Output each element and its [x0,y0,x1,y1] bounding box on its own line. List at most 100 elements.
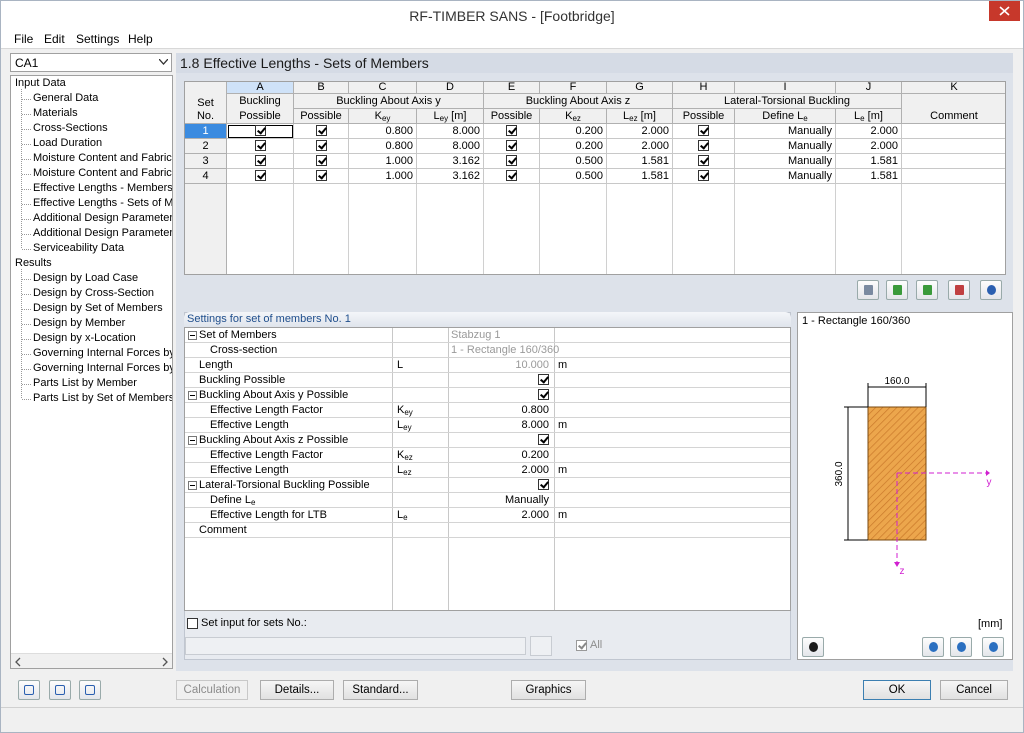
table-cell[interactable]: 8.000 [417,124,484,139]
table-cell[interactable] [673,169,735,184]
panel-button[interactable] [950,637,972,657]
checkbox[interactable] [506,155,517,166]
table-cell[interactable] [673,154,735,169]
menu-item[interactable]: Edit [44,32,65,46]
table-cell[interactable]: 0.800 [349,139,417,154]
property-row[interactable]: Lateral-Torsional Buckling Possible [185,478,790,493]
toolbar-button[interactable] [886,280,908,300]
expander[interactable] [188,331,197,340]
checkbox[interactable] [698,155,709,166]
column-letter[interactable]: J [836,82,902,94]
table-cell[interactable]: Manually [735,154,836,169]
checkbox[interactable] [254,170,266,181]
property-row[interactable]: Define Le Manually [185,493,790,508]
checkbox[interactable] [698,170,709,181]
column-letter[interactable]: A [227,82,294,94]
table-cell[interactable] [294,169,349,184]
tree-item[interactable]: Effective Lengths - Sets of Mer [33,197,173,209]
property-row[interactable]: Buckling About Axis y Possible [185,388,790,403]
tree-item[interactable]: Design by x-Location [33,332,136,344]
checkbox[interactable] [506,170,517,181]
property-row[interactable]: Effective Length Lez 2.000 m [185,463,790,478]
menu-item[interactable]: Settings [76,32,120,46]
expander[interactable] [188,436,197,445]
set-number[interactable]: 3 [185,154,227,169]
h-scrollbar[interactable] [11,653,172,668]
select-button[interactable] [530,636,552,656]
table-cell[interactable] [484,124,540,139]
table-cell[interactable] [484,169,540,184]
checkbox[interactable] [315,125,327,136]
menu-item[interactable]: Help [128,32,153,46]
table-cell[interactable]: 1.000 [349,154,417,169]
table-cell[interactable]: Manually [735,169,836,184]
table-cell[interactable]: 2.000 [836,139,902,154]
table-cell[interactable]: 1.581 [836,154,902,169]
checkbox[interactable] [698,125,709,136]
table-cell[interactable]: 2.000 [607,139,673,154]
tree-item[interactable]: Design by Member [33,317,126,329]
table-cell[interactable]: 1.581 [836,169,902,184]
tree-item[interactable]: Load Duration [33,137,103,149]
column-letter[interactable]: G [607,82,673,94]
property-row[interactable]: Set of Members Stabzug 1 [185,328,790,343]
toolbar-button[interactable] [948,280,970,300]
checkbox[interactable] [315,155,327,166]
checkbox[interactable] [538,479,549,490]
checkbox[interactable] [538,434,549,445]
set-number[interactable]: 1 [185,124,227,139]
tree-item[interactable]: Governing Internal Forces by M [33,347,173,359]
column-letter[interactable]: E [484,82,540,94]
button-cancel[interactable]: Cancel [940,680,1008,700]
panel-button[interactable] [922,637,944,657]
column-letter[interactable]: D [417,82,484,94]
table-cell[interactable]: 2.000 [836,124,902,139]
table-cell[interactable]: 0.500 [540,154,607,169]
checkbox[interactable] [254,155,266,166]
tree-item[interactable]: Additional Design Parameters - [33,227,173,239]
tree-item[interactable]: Parts List by Member [33,377,137,389]
table-cell[interactable] [227,154,294,169]
tree-item[interactable]: Design by Cross-Section [33,287,155,299]
checkbox[interactable] [506,125,517,136]
set-number[interactable]: 2 [185,139,227,154]
property-row[interactable]: Effective Length Factor Kez 0.200 [185,448,790,463]
checkbox[interactable] [315,140,327,151]
tree-group[interactable]: Input Data [15,77,66,89]
expander[interactable] [188,481,197,490]
checkbox[interactable] [538,374,549,385]
table-cell[interactable] [902,154,1005,169]
property-row[interactable]: Effective Length for LTB Le 2.000 m [185,508,790,523]
table-cell[interactable] [294,124,349,139]
tree-item[interactable]: Effective Lengths - Members [33,182,173,194]
checkbox[interactable] [315,170,327,181]
table-cell[interactable] [294,139,349,154]
table-cell[interactable]: 2.000 [607,124,673,139]
table-cell[interactable]: Manually [735,139,836,154]
toolbar-button[interactable] [857,280,879,300]
footer-icon-button[interactable] [49,680,71,700]
checkbox[interactable] [576,640,587,651]
footer-icon-button[interactable] [18,680,40,700]
table-cell[interactable]: 3.162 [417,169,484,184]
panel-button[interactable] [802,637,824,657]
column-letter[interactable]: B [294,82,349,94]
table-cell[interactable]: Manually [735,124,836,139]
column-letter[interactable]: K [902,82,1005,94]
checkbox[interactable] [698,140,709,151]
checkbox[interactable] [254,125,266,136]
table-cell[interactable]: 1.581 [607,169,673,184]
table-cell[interactable]: 0.800 [349,124,417,139]
checkbox[interactable] [187,618,198,629]
close-button[interactable] [989,1,1020,21]
table-cell[interactable] [227,139,294,154]
tree-item[interactable]: Parts List by Set of Members [33,392,173,404]
tree-item[interactable]: Cross-Sections [33,122,108,134]
tree-item[interactable]: Design by Set of Members [33,302,163,314]
table-cell[interactable] [484,154,540,169]
table-cell[interactable]: 0.200 [540,139,607,154]
table-cell[interactable]: 3.162 [417,154,484,169]
checkbox[interactable] [538,389,549,400]
sets-input[interactable] [185,637,526,655]
property-row[interactable]: Effective Length Ley 8.000 m [185,418,790,433]
